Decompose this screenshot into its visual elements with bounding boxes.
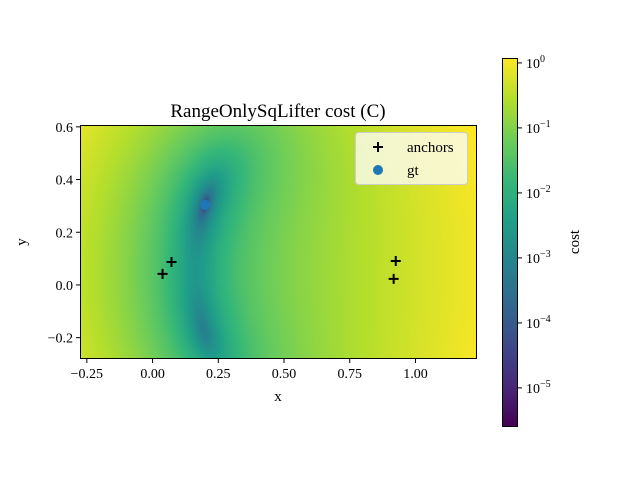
colorbar-frame — [502, 58, 518, 427]
colorbar-tick-label: 10−1 — [526, 119, 551, 137]
x-tick-label: 0.25 — [206, 367, 231, 382]
x-tick-label: 0.00 — [140, 367, 165, 382]
y-tick-label: −0.2 — [48, 332, 73, 347]
plot-frame — [80, 125, 477, 359]
anchor-point — [166, 257, 177, 268]
x-tick-label: 0.50 — [272, 367, 297, 382]
legend-gt-label: gt — [407, 163, 420, 179]
legend-gt-marker — [373, 165, 383, 175]
colorbar-tick-label: 10−4 — [526, 314, 551, 332]
colorbar-gradient — [502, 58, 518, 427]
legend-anchors-label: anchors — [407, 140, 454, 156]
colorbar-tick-label: 10−2 — [526, 184, 551, 202]
x-axis-label: x — [274, 389, 282, 405]
x-tick-label: 0.75 — [337, 367, 362, 382]
y-tick-label: 0.0 — [56, 279, 74, 294]
anchor-point — [388, 273, 399, 284]
anchor-point — [157, 268, 168, 279]
x-tick-label: −0.25 — [71, 367, 103, 382]
chart-title: RangeOnlySqLifter cost (C) — [170, 101, 385, 122]
colorbar-tick-label: 100 — [526, 54, 545, 72]
y-tick-label: 0.4 — [56, 174, 74, 189]
legend-box — [355, 132, 468, 185]
legend-anchors-marker — [373, 142, 383, 152]
gt-point — [200, 199, 211, 210]
y-tick-label: 0.2 — [56, 226, 74, 241]
colorbar-tick-label: 10−5 — [526, 379, 551, 397]
y-tick-label: 0.6 — [56, 121, 74, 136]
y-axis-label: y — [14, 238, 30, 246]
colorbar-tick-label: 10−3 — [526, 249, 551, 267]
legend: anchors gt — [355, 132, 468, 185]
anchor-point — [390, 255, 401, 266]
x-tick-label: 1.00 — [403, 367, 428, 382]
colorbar-label: cost — [567, 229, 583, 254]
